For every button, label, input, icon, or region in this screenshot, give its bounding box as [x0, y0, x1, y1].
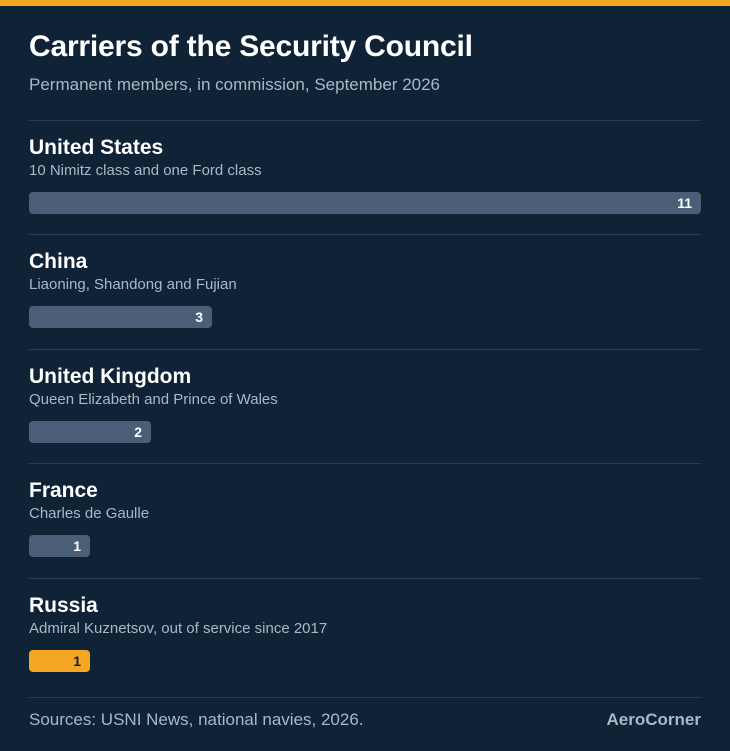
category-label: United Kingdom	[29, 364, 192, 388]
row-divider	[29, 120, 701, 121]
row-divider	[29, 463, 701, 465]
bar: 1	[29, 535, 90, 558]
category-description: Liaoning, Shandong and Fujian	[29, 276, 237, 294]
category-description: Queen Elizabeth and Prince of Wales	[29, 390, 278, 408]
bar: 3	[29, 306, 212, 329]
bar-value-label: 1	[73, 538, 81, 555]
brand-logo-text: AeroCorner	[606, 710, 701, 729]
category-description: 10 Nimitz class and one Ford class	[29, 162, 262, 179]
bar: 11	[29, 192, 701, 214]
row-divider	[29, 577, 701, 579]
accent-top-bar	[0, 0, 730, 6]
bar-value-label: 3	[195, 309, 203, 326]
category-label: Russia	[29, 593, 98, 617]
category-label: China	[29, 250, 88, 274]
chart-subtitle: Permanent members, in commission, Septem…	[29, 75, 441, 94]
bar-value-label: 1	[73, 652, 81, 669]
row-divider	[29, 234, 701, 236]
category-label: France	[29, 479, 98, 503]
category-description: Admiral Kuznetsov, out of service since …	[29, 619, 328, 637]
chart-title: Carriers of the Security Council	[29, 30, 473, 63]
bar-value-label: 2	[134, 423, 142, 440]
bar: 2	[29, 420, 151, 443]
category-label: United States	[29, 136, 164, 159]
footer-divider	[29, 697, 701, 698]
sources-note: Sources: USNI News, national navies, 202…	[29, 710, 364, 729]
row-divider	[29, 348, 701, 350]
bar: 1	[29, 649, 90, 672]
bar-value-label: 11	[677, 195, 692, 211]
category-description: Charles de Gaulle	[29, 505, 150, 523]
